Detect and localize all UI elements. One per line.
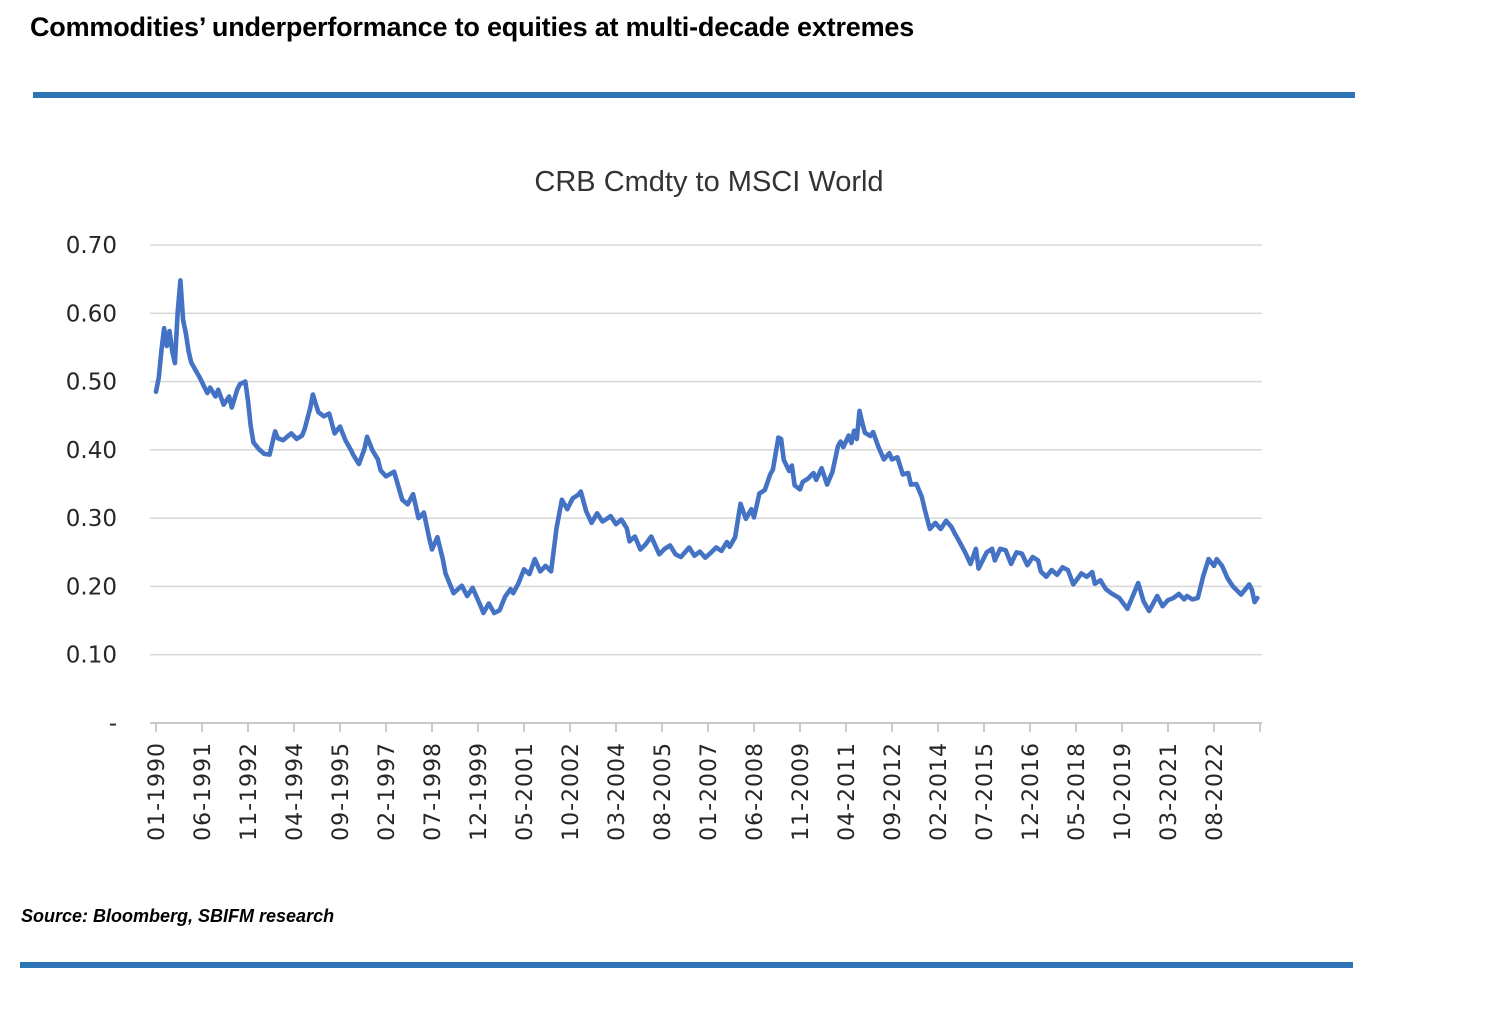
x-axis-label: 11-1992 (237, 742, 262, 841)
bottom-divider-bar (20, 962, 1353, 968)
x-axis-label: 05-2018 (1065, 742, 1090, 841)
y-axis-label: 0.40 (66, 438, 117, 464)
x-axis-label: 02-2014 (927, 742, 952, 841)
x-axis-label: 04-1994 (283, 742, 308, 841)
x-axis (150, 722, 1262, 732)
x-axis-label: 09-2012 (881, 742, 906, 841)
y-axis-label: - (109, 711, 117, 737)
x-axis-label: 07-1998 (421, 742, 446, 841)
x-axis-label: 06-1991 (191, 742, 216, 841)
x-axis-label: 08-2005 (651, 742, 676, 841)
x-axis-label: 10-2002 (559, 742, 584, 841)
chart-title: CRB Cmdty to MSCI World (534, 166, 884, 198)
y-axis-label: 0.20 (66, 574, 117, 600)
y-axis-label: 0.70 (66, 233, 117, 259)
y-axis-label: 0.50 (66, 370, 117, 396)
gridlines (150, 244, 1262, 724)
y-axis-labels: 0.70 0.60 0.50 0.40 0.30 0.20 0.10 - (66, 233, 117, 737)
x-axis-label: 12-1999 (467, 742, 492, 841)
x-axis-label: 10-2019 (1111, 742, 1136, 841)
x-axis-label: 09-1995 (329, 742, 354, 841)
x-axis-label: 11-2009 (789, 742, 814, 841)
x-axis-label: 02-1997 (375, 742, 400, 841)
source-note: Source: Bloomberg, SBIFM research (21, 906, 335, 926)
x-axis-label: 06-2008 (743, 742, 768, 841)
x-axis-label: 07-2015 (973, 742, 998, 841)
x-axis-label: 03-2021 (1157, 742, 1182, 841)
x-axis-label: 04-2011 (835, 742, 860, 841)
x-axis-label: 12-2016 (1019, 742, 1044, 841)
x-axis-label: 01-2007 (697, 742, 722, 841)
x-axis-label: 01-1990 (145, 742, 170, 841)
x-axis-label: 05-2001 (513, 742, 538, 841)
y-axis-label: 0.30 (66, 506, 117, 532)
x-axis-labels: 01-1990 06-1991 11-1992 04-1994 09-1995 02-19… (145, 742, 1228, 841)
top-divider-bar (33, 92, 1355, 98)
x-axis-label: 08-2022 (1203, 742, 1228, 841)
crb-msci-ratio-line (153, 278, 1260, 616)
x-axis-label: 03-2004 (605, 742, 630, 841)
y-axis-label: 0.60 (66, 301, 117, 327)
y-axis-label: 0.10 (66, 643, 117, 669)
page-title: Commodities’ underperformance to equitie… (30, 12, 915, 42)
